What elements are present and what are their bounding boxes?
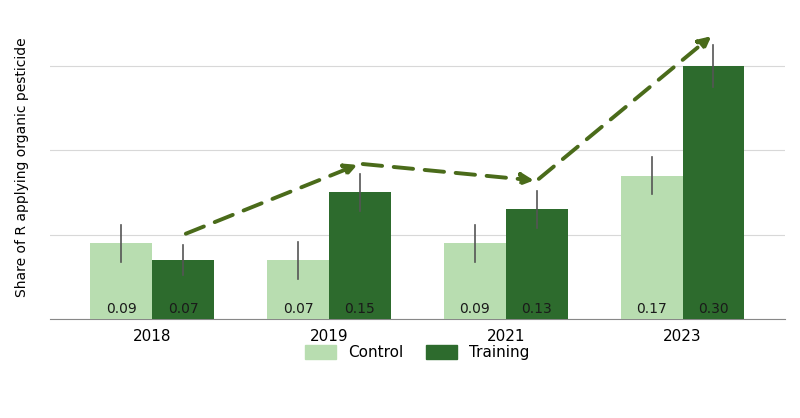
Bar xyxy=(90,243,152,319)
Legend: Control, Training: Control, Training xyxy=(299,339,535,367)
Text: 0.13: 0.13 xyxy=(522,302,552,316)
Bar xyxy=(682,66,744,319)
Text: 0.15: 0.15 xyxy=(345,302,375,316)
Text: 0.07: 0.07 xyxy=(168,302,198,316)
Y-axis label: Share of R applying organic pesticide: Share of R applying organic pesticide xyxy=(15,37,29,297)
Bar xyxy=(444,243,506,319)
Text: 0.07: 0.07 xyxy=(283,302,314,316)
Text: 0.17: 0.17 xyxy=(636,302,667,316)
Text: 0.30: 0.30 xyxy=(698,302,729,316)
Bar xyxy=(152,260,214,319)
Text: 0.09: 0.09 xyxy=(106,302,137,316)
Bar xyxy=(267,260,329,319)
Text: 0.09: 0.09 xyxy=(459,302,490,316)
Bar xyxy=(621,176,682,319)
Bar xyxy=(506,209,568,319)
Bar xyxy=(329,192,391,319)
